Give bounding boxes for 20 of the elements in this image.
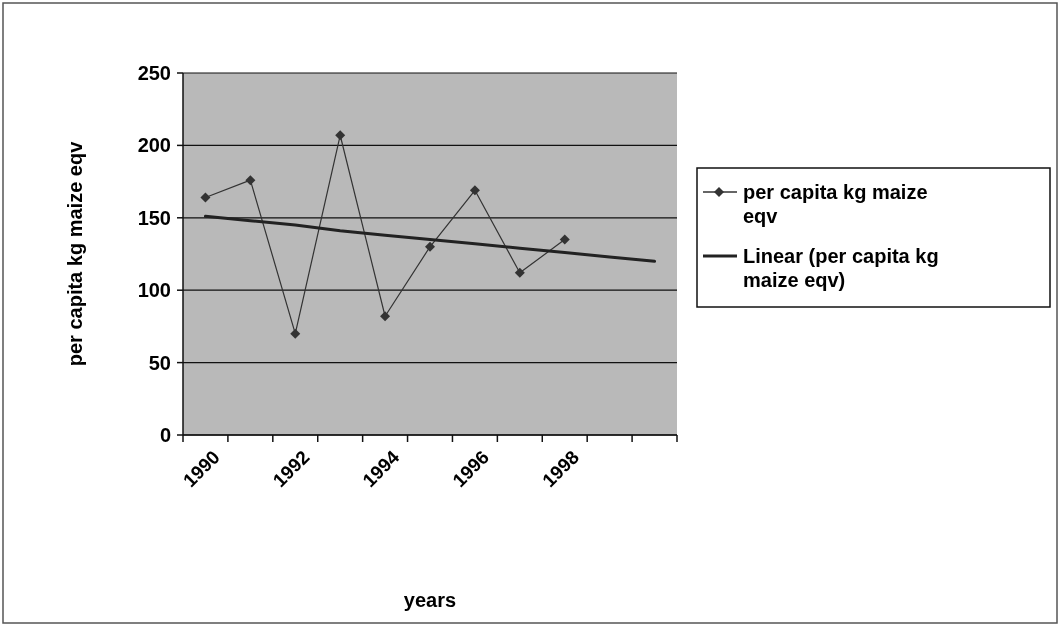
legend-label: per capita kg maize eqv	[743, 181, 928, 227]
point	[514, 267, 525, 278]
point	[245, 175, 256, 186]
y-tick-label: 250	[137, 62, 171, 84]
legend-label: Linear (per capita kg maize eqv)	[743, 245, 939, 291]
y-tick-label: 200	[137, 134, 171, 157]
point	[425, 241, 435, 252]
y-tick-label: 150	[137, 206, 171, 229]
point	[559, 234, 570, 245]
y-axis-title: per capita kg maize eqv	[64, 140, 86, 367]
y-tick-label: 100	[137, 279, 171, 302]
y-tick-label: 0	[159, 424, 171, 446]
x-axis-title: years	[403, 589, 457, 611]
y-tick-label: 50	[148, 351, 171, 374]
line-series	[203, 214, 657, 263]
point	[335, 130, 346, 141]
point	[469, 185, 480, 196]
point	[380, 311, 391, 322]
point	[200, 192, 211, 203]
point	[290, 328, 301, 339]
